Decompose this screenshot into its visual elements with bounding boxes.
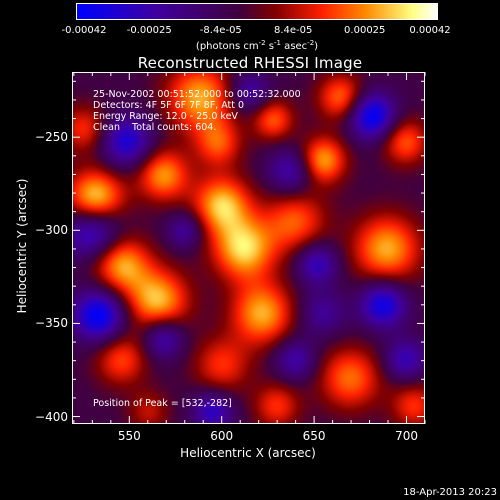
colorbar-tick-label: -8.4e-05 bbox=[199, 25, 242, 36]
colorbar-tick-label: -0.00042 bbox=[61, 25, 107, 36]
colorbar-unit-part: asec bbox=[281, 41, 308, 52]
y-tick-label: −300 bbox=[35, 223, 68, 238]
colorbar-unit-part: (photons cm bbox=[195, 41, 259, 52]
annotation-energy-range: Energy Range: 12.0 - 25.0 keV bbox=[93, 111, 238, 122]
x-tick-label: 600 bbox=[210, 429, 234, 443]
x-tick-label: 700 bbox=[395, 429, 418, 443]
annotation-peak-position: Position of Peak = [532,-282] bbox=[93, 398, 232, 409]
colorbar-unit-part: ) bbox=[314, 41, 319, 52]
colorbar bbox=[76, 3, 438, 20]
x-axis-label: Heliocentric X (arcsec) bbox=[180, 446, 316, 460]
x-tick-label: 650 bbox=[302, 429, 326, 443]
plot-area: 25-Nov-2002 00:51:52.000 to 00:52:32.000… bbox=[72, 72, 425, 424]
annotation-time-range: 25-Nov-2002 00:51:52.000 to 00:52:32.000 bbox=[93, 89, 301, 100]
y-tick-label: −250 bbox=[35, 130, 68, 145]
y-tick-label: −350 bbox=[35, 316, 68, 331]
annotation-detectors: Detectors: 4F 5F 6F 7F 8F, Att 0 bbox=[93, 100, 245, 111]
chart-title: Reconstructed RHESSI Image bbox=[137, 54, 363, 72]
colorbar-unit-exponent: -2 bbox=[307, 39, 315, 47]
colorbar-tick-label: 8.4e-05 bbox=[273, 25, 313, 36]
footer-timestamp: 18-Apr-2013 20:23 bbox=[403, 487, 497, 498]
heatmap-image bbox=[73, 73, 424, 423]
colorbar-unit-part: s bbox=[265, 41, 275, 52]
colorbar-tick-label: 0.00025 bbox=[344, 25, 386, 36]
colorbar-unit-label: (photons cm-2 s-1 asec-2) bbox=[196, 39, 318, 52]
annotation-clean-counts: Clean Total counts: 604. bbox=[93, 122, 217, 133]
colorbar-tick-label: 0.00042 bbox=[409, 25, 451, 36]
colorbar-unit-exponent: -1 bbox=[274, 39, 282, 47]
colorbar-tick-label: -0.00025 bbox=[126, 25, 172, 36]
colorbar-unit-exponent: -2 bbox=[258, 39, 266, 47]
y-axis-label: Heliocentric Y (arcsec) bbox=[15, 178, 29, 314]
x-tick-label: 550 bbox=[117, 429, 141, 443]
y-tick-label: −400 bbox=[35, 409, 68, 424]
